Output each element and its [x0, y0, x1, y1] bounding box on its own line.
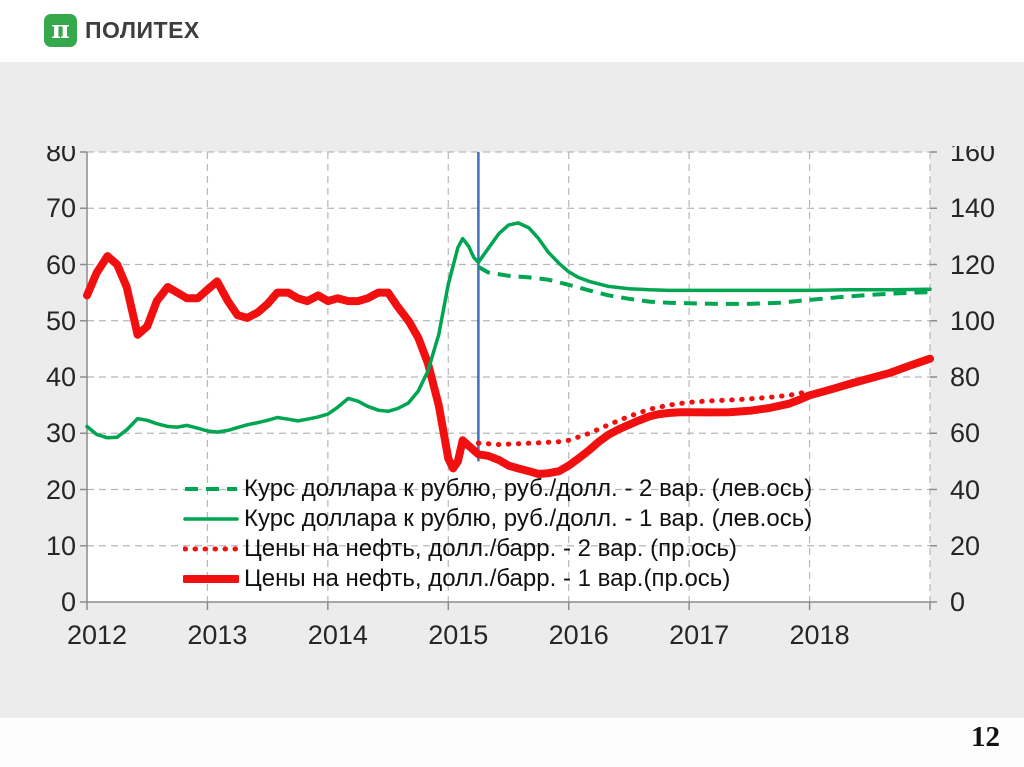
y-axis-left-tick-label: 60 — [45, 249, 76, 280]
x-axis-tick-label: 2015 — [428, 620, 489, 650]
series-line-3 — [83, 252, 934, 478]
y-axis-right-tick-label: 140 — [950, 193, 996, 224]
legend-item: Курс доллара к рублю, руб./долл. - 2 вар… — [183, 474, 812, 504]
logo-text: ПОЛИТЕХ — [85, 17, 200, 43]
y-axis-right-tick-label: 0 — [950, 587, 966, 617]
legend-item: Цены на нефть, долл./барр. - 1 вар.(пр.о… — [183, 564, 812, 594]
y-axis-right-tick-label: 120 — [950, 249, 996, 280]
x-axis-tick-label: 2018 — [789, 620, 850, 650]
legend-line-sample — [183, 546, 239, 552]
legend-label: Курс доллара к рублю, руб./долл. - 2 вар… — [244, 475, 813, 502]
y-axis-left-tick-label: 80 — [45, 146, 76, 167]
legend-label: Цены на нефть, долл./барр. - 1 вар.(пр.о… — [244, 565, 731, 592]
chart: 0 10 20 30 40 50 60 70 80 0 20 40 60 80 100 120 140 160 20… — [28, 146, 1018, 660]
x-axis-tick-label: 2014 — [307, 620, 368, 650]
series-line-1 — [85, 221, 932, 440]
y-axis-right-tick-label: 160 — [950, 146, 996, 167]
politech-logo: π ПОЛИТЕХ — [44, 14, 200, 47]
chart-canvas — [80, 151, 937, 610]
y-axis-left-tick-label: 40 — [45, 362, 76, 392]
x-axis-tick-label: 2013 — [187, 620, 248, 650]
y-axis-left-tick-label: 30 — [45, 418, 76, 449]
x-axis-tick-label: 2016 — [548, 620, 609, 650]
legend-item: Цены на нефть, долл./барр. - 2 вар. (пр.… — [183, 534, 812, 564]
y-axis-right-tick-label: 20 — [950, 530, 981, 561]
legend-item: Курс доллара к рублю, руб./долл. - 1 вар… — [183, 504, 812, 534]
logo-symbol: π — [51, 15, 70, 44]
page-number: 12 — [971, 721, 1000, 753]
series-line-0 — [477, 265, 931, 306]
y-axis-right-tick-label: 100 — [950, 305, 996, 336]
legend-line-sample — [183, 517, 239, 521]
x-axis-tick-label: 2017 — [669, 620, 730, 650]
y-axis-right-tick-label: 40 — [950, 474, 981, 505]
y-axis-left-tick-label: 10 — [45, 530, 76, 561]
legend-line-sample — [185, 487, 237, 491]
legend-label: Курс доллара к рублю, руб./долл. - 1 вар… — [244, 505, 813, 532]
legend-line-sample — [183, 575, 239, 583]
y-axis-left-tick-label: 70 — [45, 193, 76, 224]
x-axis-tick-label: 2012 — [66, 620, 128, 650]
chart-legend: Курс доллара к рублю, руб./долл. - 2 вар… — [183, 474, 812, 594]
footer: 12 — [0, 718, 1024, 767]
header: π ПОЛИТЕХ — [0, 0, 1024, 62]
y-axis-left-tick-label: 20 — [45, 474, 76, 505]
y-axis-right-tick-label: 60 — [950, 418, 981, 449]
y-axis-left-tick-label: 0 — [60, 587, 76, 617]
y-axis-left-tick-label: 50 — [45, 305, 76, 336]
pi-logo-icon: π — [44, 14, 77, 47]
y-axis-right-tick-label: 80 — [950, 362, 981, 392]
series-line-2 — [475, 390, 807, 447]
legend-label: Цены на нефть, долл./барр. - 2 вар. (пр.… — [244, 535, 737, 562]
